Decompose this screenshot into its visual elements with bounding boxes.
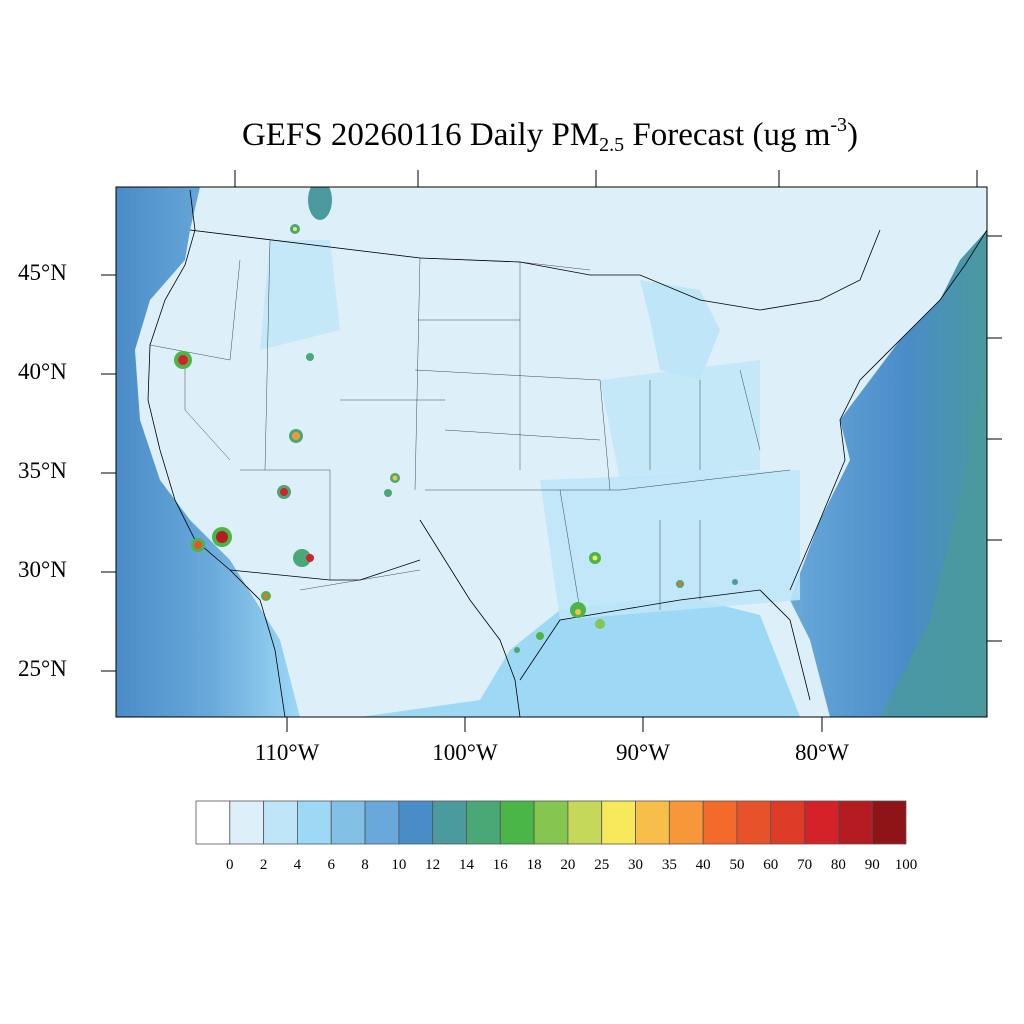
southeast-haze [540,470,800,620]
pacific-ocean [116,187,300,717]
colorbar-label: 4 [293,857,302,873]
colorbar-label: 25 [594,857,610,873]
colorbar-swatch [770,800,805,845]
colorbar-swatch [499,800,535,845]
colorbar-label: 30 [628,857,644,873]
colorbar-label: 16 [492,857,508,873]
colorbar-swatch [398,800,434,845]
lat-label: 35°N [18,458,67,483]
colorbar-swatch [297,800,332,845]
lon-label: 80°W [795,740,849,765]
lat-label: 45°N [18,260,67,285]
colorbar-label: 2 [259,857,268,873]
map-frame [115,186,988,718]
axis-ticks [101,170,1002,732]
colorbar-label: 8 [361,857,369,873]
hotspots [174,187,738,653]
lon-label: 110°W [254,740,320,765]
gulf-of-mexico [360,600,800,717]
colorbar-label: 90 [864,857,880,873]
lon-label: 90°W [616,740,670,765]
colorbar-swatch [263,800,298,845]
colorbar-swatch [635,800,670,845]
colorbar-swatch [432,800,467,845]
colorbar-swatch [466,800,501,845]
great-lakes [640,280,720,380]
colorbar-label: 12 [425,857,441,873]
colorbar-swatch [668,800,704,845]
colorbar-label: 35 [661,857,677,873]
colorbar-swatch [364,800,400,845]
map-title: GEFS 20260116 Daily PM2.5 Forecast (ug m… [241,114,859,156]
colorbar-label: 40 [695,857,711,873]
coastline [147,189,987,717]
midwest-haze [600,360,760,480]
colorbar-swatch [195,800,231,845]
colorbar-label: 50 [729,857,745,873]
colorbar-swatch [601,800,636,845]
west-haze [260,240,340,350]
colorbar-swatch [736,800,772,845]
colorbar-swatch [229,800,265,845]
atlantic-ocean [790,187,987,717]
map-field [116,187,987,717]
lat-label: 30°N [18,557,67,582]
colorbar-label: 100 [894,857,918,873]
colorbar [195,800,907,845]
colorbar-label: 18 [526,857,542,873]
colorbar-label: 80 [830,857,846,873]
lon-label: 100°W [432,740,498,765]
colorbar-swatch [330,800,366,845]
colorbar-swatch [804,800,839,845]
colorbar-swatch [702,800,738,845]
lat-label: 40°N [18,359,67,384]
colorbar-swatch [871,800,907,845]
country-border [189,229,881,581]
colorbar-swatch [533,800,569,845]
colorbar-label: 6 [327,857,335,873]
colorbar-label: 10 [391,857,407,873]
colorbar-swatch [567,800,603,845]
lat-label: 25°N [18,656,67,681]
atlantic-teal [880,360,987,717]
colorbar-label: 60 [763,857,779,873]
colorbar-swatch [837,800,873,845]
colorbar-label: 20 [560,857,576,873]
colorbar-label: 0 [226,857,234,873]
colorbar-label: 70 [797,857,813,873]
colorbar-label: 14 [458,857,474,873]
